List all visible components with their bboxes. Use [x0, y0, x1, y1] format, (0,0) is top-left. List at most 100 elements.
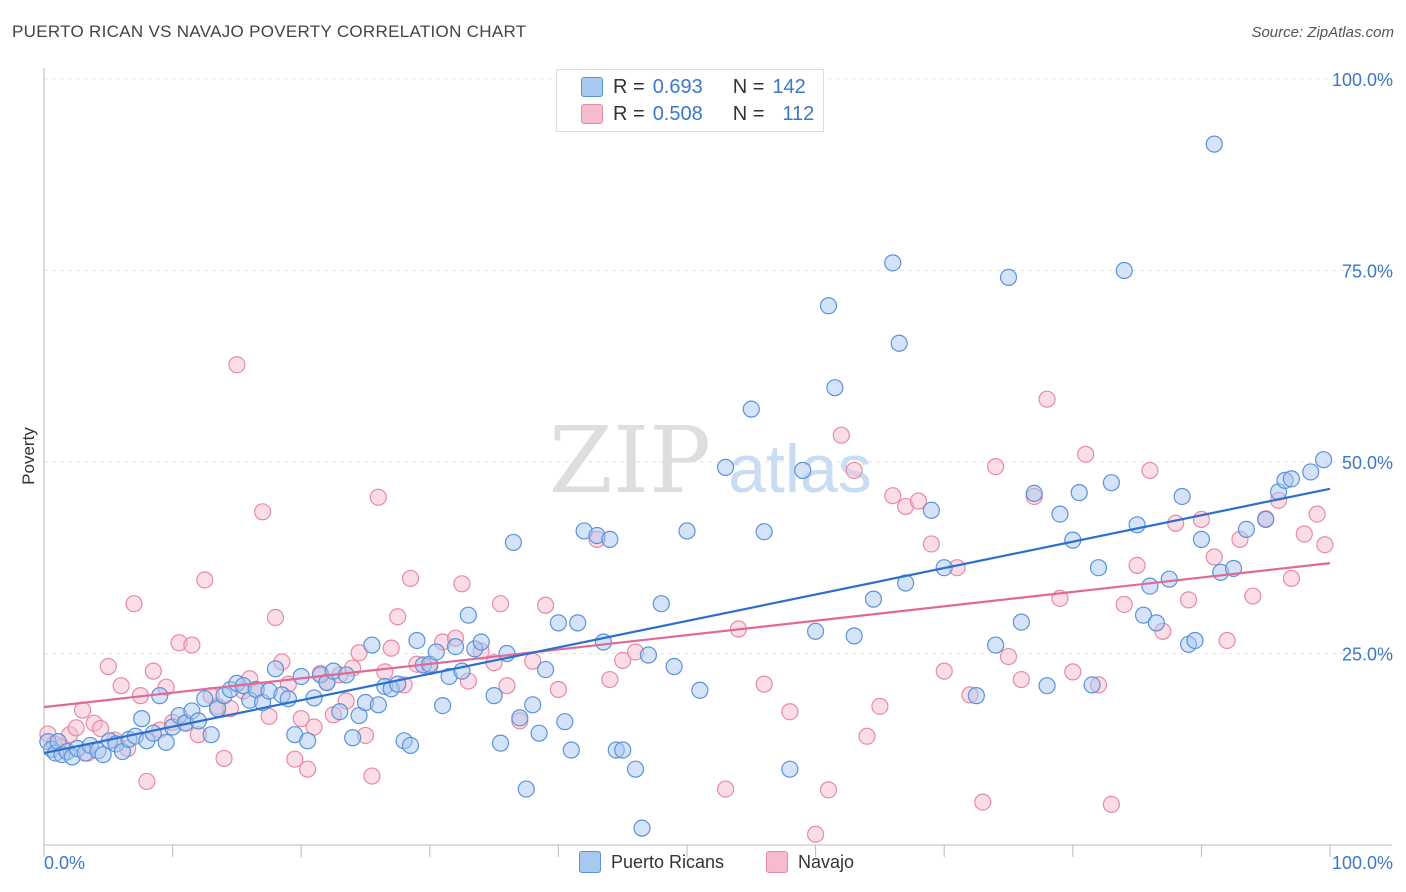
data-point: [987, 636, 1005, 654]
tick-label: 75.0%: [1342, 262, 1393, 282]
data-point: [344, 729, 362, 747]
data-point: [427, 643, 445, 661]
tick-label: 0.0%: [44, 853, 85, 873]
data-point: [215, 749, 233, 768]
data-point: [1083, 676, 1101, 694]
data-point: [665, 657, 683, 676]
data-point: [292, 667, 310, 686]
data-point: [691, 681, 709, 699]
data-point: [1205, 135, 1223, 153]
data-point: [408, 631, 426, 650]
data-point: [459, 606, 477, 624]
data-point: [1012, 670, 1030, 689]
data-point: [1025, 484, 1043, 503]
legend-item-puerto-ricans: Puerto Ricans: [579, 851, 724, 873]
data-point: [350, 644, 368, 662]
data-point: [999, 647, 1018, 666]
legend-n-label: N =: [732, 75, 765, 98]
puerto-ricans-trend-line: [43, 487, 1331, 755]
data-point: [569, 614, 587, 632]
data-point: [363, 636, 381, 654]
data-point: [1237, 520, 1256, 539]
data-point: [369, 696, 387, 714]
data-point: [524, 696, 542, 714]
data-point: [819, 297, 838, 315]
data-point: [376, 663, 394, 681]
data-point: [331, 703, 349, 721]
data-point: [99, 657, 117, 676]
data-point: [1115, 261, 1133, 280]
data-point: [1064, 663, 1082, 681]
data-point: [633, 819, 651, 837]
legend-item-navajo: Navajo: [766, 851, 854, 873]
data-point: [1244, 587, 1262, 605]
data-point: [67, 719, 85, 737]
data-point: [1128, 556, 1146, 575]
data-point: [382, 639, 400, 657]
data-point: [652, 595, 670, 613]
data-point: [794, 461, 812, 480]
data-point: [716, 458, 735, 476]
data-point: [266, 608, 285, 627]
data-point: [517, 780, 535, 798]
data-point: [434, 696, 452, 715]
data-point: [909, 492, 928, 510]
data-point: [1179, 591, 1198, 609]
data-point: [73, 701, 92, 719]
data-point: [363, 767, 381, 785]
data-point: [1038, 390, 1056, 408]
data-point: [1070, 484, 1088, 502]
data-point: [472, 633, 490, 651]
data-point: [678, 522, 696, 540]
data-point: [1173, 487, 1191, 506]
data-point: [228, 356, 246, 374]
legend-row-navajo: R = 0.508 N = 112: [581, 102, 814, 126]
navajo-trend-line: [43, 562, 1331, 709]
data-point: [196, 571, 214, 589]
watermark: ZIP atlas: [549, 407, 872, 514]
data-point: [1295, 525, 1313, 543]
data-point: [286, 750, 304, 768]
puerto-ricans-points: [39, 135, 1333, 837]
data-point: [504, 533, 522, 552]
data-point: [1302, 463, 1320, 481]
data-point: [832, 426, 850, 444]
data-point: [864, 590, 883, 608]
data-point: [260, 707, 278, 725]
legend-swatch-blue: [581, 77, 603, 97]
data-point: [556, 713, 574, 731]
data-point: [401, 736, 420, 755]
data-point: [806, 622, 825, 640]
data-point: [755, 523, 773, 541]
data-point: [530, 724, 548, 742]
data-point: [1141, 577, 1159, 595]
data-point: [884, 487, 902, 505]
data-point: [1257, 510, 1275, 529]
source-label: Source: ZipAtlas.com: [1251, 24, 1394, 41]
data-point: [183, 636, 201, 654]
data-point: [639, 646, 658, 664]
data-point: [157, 733, 175, 751]
data-point: [94, 746, 112, 764]
data-point: [1147, 614, 1165, 632]
data-point: [266, 660, 285, 678]
data-point: [845, 461, 863, 480]
data-point: [922, 535, 940, 553]
tick-label: 100.0%: [1332, 70, 1393, 90]
data-point: [1134, 606, 1153, 624]
tick-label: 25.0%: [1342, 645, 1393, 665]
data-point: [742, 400, 760, 418]
data-point: [1102, 795, 1120, 814]
data-point: [716, 780, 735, 798]
data-point: [1186, 631, 1204, 650]
data-point: [536, 660, 555, 679]
data-point: [1115, 595, 1133, 614]
data-point: [138, 772, 156, 791]
data-point: [935, 662, 953, 680]
data-point: [1282, 569, 1301, 588]
data-point: [549, 680, 568, 699]
data-point: [91, 719, 110, 738]
data-point: [389, 608, 407, 626]
data-point: [299, 760, 317, 778]
data-point: [305, 718, 323, 736]
